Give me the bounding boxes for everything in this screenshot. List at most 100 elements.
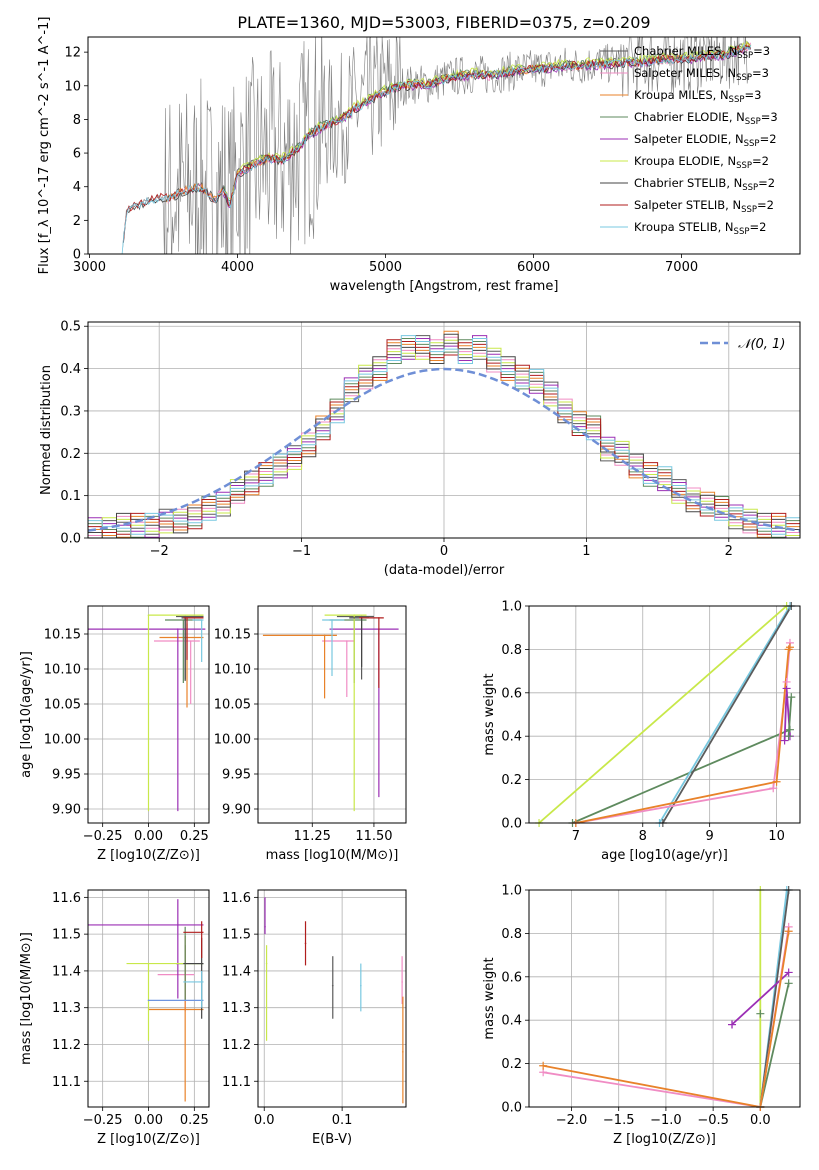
y-tick-label: 11.5: [222, 928, 251, 943]
y-tick-label: 11.5: [52, 928, 81, 943]
data-point-9: [200, 981, 203, 983]
legend-label-tail: =2: [760, 132, 777, 146]
y-tick-label: 0.1: [60, 489, 81, 504]
histogram-8: [88, 335, 800, 535]
x-tick-label: 2: [725, 544, 733, 559]
y-tick-label: 10.10: [44, 663, 81, 678]
legend-label-sub: SSP: [729, 95, 745, 105]
data-point-5: [401, 981, 403, 983]
x-tick-label: −2: [150, 544, 169, 559]
y-tick-label: 10.10: [214, 663, 251, 678]
data-point-6: [200, 962, 203, 965]
x-tick-label: −0.25: [83, 1113, 123, 1128]
plot-area: [262, 614, 399, 812]
data-point-7: [186, 617, 188, 619]
x-tick-label: −0.5: [697, 1113, 729, 1128]
legend-label-main: Chabrier STELIB, N: [634, 176, 742, 190]
y-tick-label: 0.0: [501, 1101, 522, 1116]
legend-label: Chabrier ELODIE, NSSP=3: [634, 110, 778, 127]
legend-label-sub: SSP: [742, 183, 758, 193]
legend-label-main: Chabrier ELODIE, N: [634, 110, 745, 124]
plus-marker: [787, 693, 796, 702]
data-point-1: [346, 640, 348, 642]
x-tick-label: 7000: [665, 260, 698, 275]
x-axis-label: wavelength [Angstrom, rest frame]: [330, 279, 559, 294]
y-tick-label: 1.0: [501, 600, 522, 615]
gaussian-curve: [88, 367, 800, 532]
y-tick-label: 0.2: [60, 447, 81, 462]
legend-label: Kroupa STELIB, NSSP=2: [634, 220, 766, 237]
panel-spectrum: 3000 4000 5000 6000 7000 0 2 4 6 8 10 12 wavelength …: [37, 17, 801, 294]
axes-frame: [87, 889, 210, 1108]
weight-line-3: [662, 606, 793, 823]
y-tick-label: 12: [64, 46, 81, 61]
y-tick-label: 10.15: [214, 628, 251, 643]
panel-mass-vs-Z: −0.25 0.00 0.25 11.1 11.2 11.3 11.4 11.5 11.6 Z […: [19, 889, 210, 1147]
plus-marker: [784, 732, 793, 741]
x-tick-label: −0.25: [83, 829, 123, 844]
y-tick-label: 0.4: [501, 1014, 522, 1029]
plus-marker: [784, 979, 793, 988]
y-tick-label: 9.95: [52, 768, 81, 783]
y-tick-label: 8: [73, 113, 81, 128]
y-tick-label: 0.0: [501, 817, 522, 832]
x-tick-label: −1.0: [650, 1113, 682, 1128]
data-point-0: [264, 925, 266, 928]
x-tick-label: −2.0: [556, 1113, 588, 1128]
x-tick-label: 7: [572, 829, 580, 844]
y-axis-label: mass [log10(M/M⊙)]: [19, 932, 34, 1065]
data-point-7: [378, 617, 380, 619]
legend-label: Kroupa ELODIE, NSSP=2: [634, 154, 769, 171]
x-axis-label: Z [log10(Z/Z⊙)]: [97, 848, 200, 863]
y-tick-label: 11.2: [52, 1038, 81, 1053]
data-point-3: [331, 984, 334, 987]
x-tick-label: 0.00: [134, 829, 163, 844]
x-tick-label: 6000: [517, 260, 550, 275]
data-point-0: [184, 615, 186, 618]
legend-label-main: Salpeter MILES, N: [634, 66, 736, 80]
legend-label-sub: SSP: [741, 205, 757, 215]
y-tick-label: 0.5: [60, 320, 81, 335]
x-tick-label: 0.00: [134, 1113, 163, 1128]
legend-label: Chabrier STELIB, NSSP=2: [634, 176, 775, 193]
model-line-8: [121, 43, 752, 254]
panel-massweight-vs-age: 7 8 9 10 0.0 0.2 0.4 0.6 0.8 1.0 age [log10(age/yr…: [482, 600, 801, 863]
plus-marker: [728, 1020, 737, 1029]
x-tick-label: 0.1: [332, 1113, 353, 1128]
plus-marker: [785, 643, 794, 652]
y-tick-label: 10.00: [44, 733, 81, 748]
x-tick-label: 9: [706, 829, 714, 844]
weight-line-7: [575, 646, 791, 823]
x-tick-label: 0.25: [180, 829, 209, 844]
x-tick-label: −1.5: [603, 1113, 635, 1128]
weight-line-6: [543, 931, 790, 1107]
y-tick-label: 0.4: [60, 362, 81, 377]
data-point-8: [200, 619, 203, 621]
x-tick-label: 0: [440, 544, 448, 559]
y-tick-label: 0.3: [60, 404, 81, 419]
model-line-7: [123, 44, 751, 242]
legend-label: Chabrier MILES, NSSP=3: [634, 44, 770, 61]
plot-area: [88, 899, 204, 1102]
plus-marker: [756, 1009, 765, 1018]
y-tick-label: 0.4: [501, 730, 522, 745]
legend-label-main: Chabrier MILES, N: [634, 44, 737, 58]
panel-age-vs-mass: 11.25 11.50 9.90 9.95 10.00 10.05 10.10 10.15 ma…: [214, 605, 407, 863]
data-point-2: [304, 942, 307, 945]
y-tick-label: 0.8: [501, 643, 522, 658]
y-tick-label: 11.3: [52, 1001, 81, 1016]
legend-label-tail: =3: [753, 44, 770, 58]
plus-marker: [784, 927, 793, 936]
data-point-1: [189, 640, 192, 642]
legend-label: Salpeter MILES, NSSP=3: [634, 66, 769, 83]
y-axis-label: Normed distribution: [39, 365, 54, 495]
legend-label-sub: SSP: [736, 73, 752, 83]
y-tick-label: 10.15: [44, 628, 81, 643]
data-point-4: [177, 924, 179, 926]
y-tick-label: 0.6: [501, 686, 522, 701]
x-tick-label: 0.25: [180, 1113, 209, 1128]
panel-residuals: −2 −1 0 1 2 0.0 0.1 0.2 0.3 0.4 0.5 (data-model)/er…: [39, 320, 801, 578]
x-tick-label: 0.0: [750, 1113, 771, 1128]
plus-marker: [780, 736, 789, 745]
plot-area: [121, 37, 752, 254]
